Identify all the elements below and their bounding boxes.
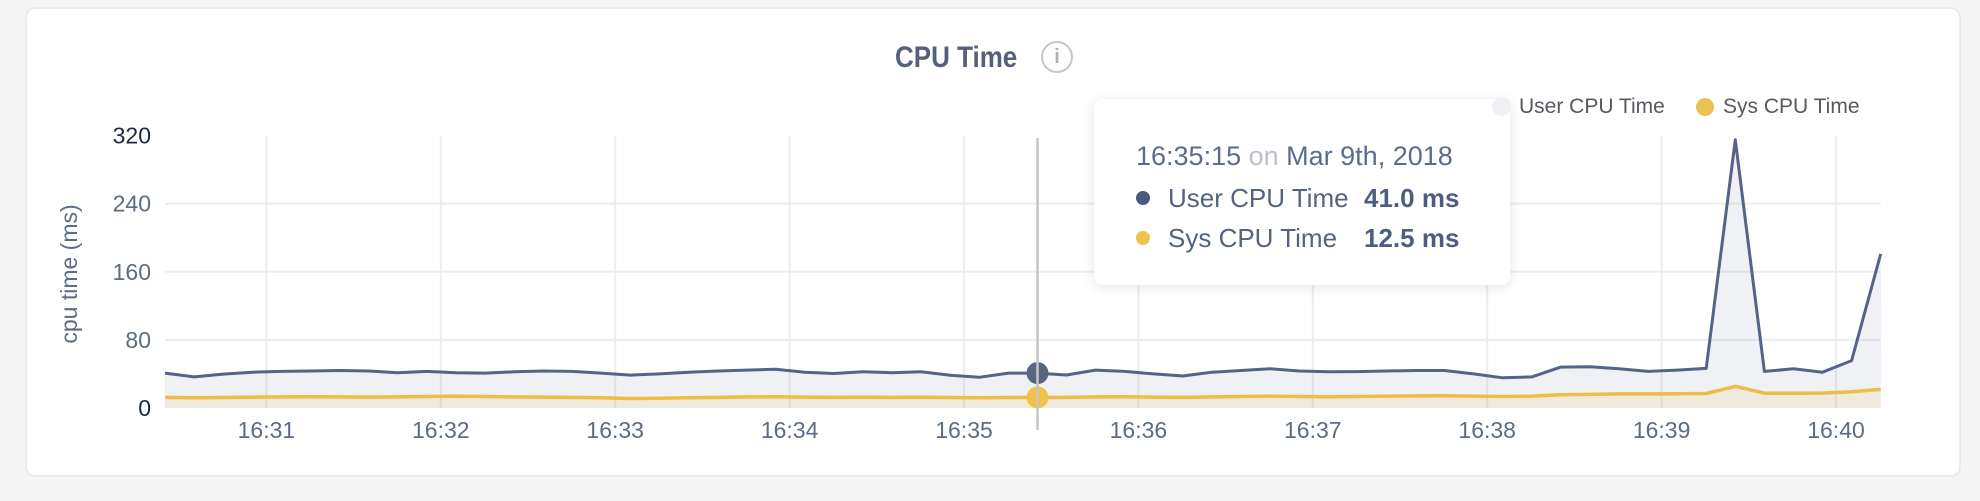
svg-text:16:36: 16:36 [1110,417,1168,443]
svg-text:160: 160 [113,259,151,285]
svg-text:0: 0 [138,395,151,421]
svg-text:16:32: 16:32 [412,417,470,443]
svg-text:cpu time (ms): cpu time (ms) [56,204,82,343]
svg-text:16:34: 16:34 [761,417,819,443]
svg-text:320: 320 [113,123,151,149]
svg-text:16:31: 16:31 [238,417,296,443]
svg-text:16:37: 16:37 [1284,417,1342,443]
svg-text:16:40: 16:40 [1807,417,1865,443]
svg-text:16:38: 16:38 [1458,417,1516,443]
svg-text:16:39: 16:39 [1633,417,1691,443]
svg-text:16:33: 16:33 [586,417,644,443]
svg-text:240: 240 [113,191,151,217]
svg-text:80: 80 [125,327,151,353]
svg-text:16:35: 16:35 [935,417,993,443]
